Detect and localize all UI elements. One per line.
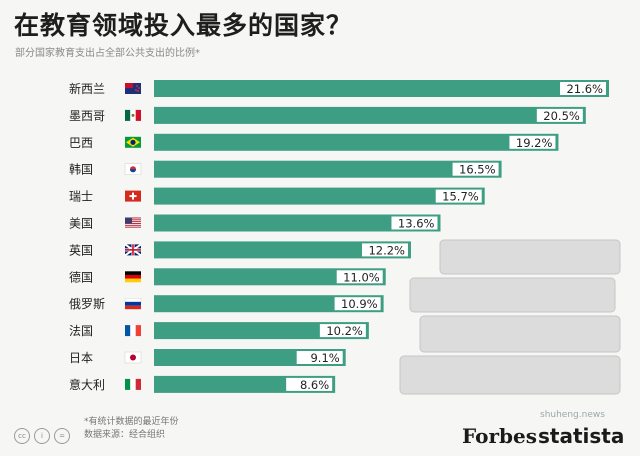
value-label: 12.2% — [368, 243, 405, 257]
germany-flag-icon — [125, 271, 141, 283]
value-label-box — [435, 189, 482, 203]
bar — [154, 295, 384, 313]
value-label: 11.0% — [343, 270, 380, 284]
watermark: shuheng.news — [540, 410, 605, 420]
category-label: 墨西哥 — [69, 109, 105, 123]
japan-flag-icon — [124, 351, 142, 364]
category-label: 日本 — [69, 351, 93, 365]
value-label: 19.2% — [516, 136, 553, 150]
bar — [154, 214, 441, 232]
value-label-box — [560, 82, 606, 95]
bar — [154, 80, 609, 97]
cc-icon: cc — [14, 428, 30, 444]
bar — [154, 160, 502, 178]
category-label: 瑞士 — [69, 190, 93, 204]
license-icons: cc i = — [14, 428, 70, 444]
category-label: 法国 — [69, 324, 93, 338]
book-shape — [409, 277, 616, 313]
book-shape — [399, 355, 621, 395]
bar — [154, 133, 559, 151]
new-zealand-flag-icon — [125, 83, 141, 94]
books-illustration — [399, 239, 621, 395]
equal-icon: = — [54, 428, 70, 444]
value-label-box — [361, 243, 408, 257]
value-label-box — [536, 108, 583, 122]
italy-flag-icon — [125, 378, 141, 390]
category-label: 英国 — [69, 243, 93, 257]
book-shape — [419, 315, 621, 353]
value-label: 8.6% — [300, 378, 329, 392]
russia-flag-icon — [124, 298, 142, 310]
value-label: 20.5% — [543, 109, 580, 123]
value-label-box — [509, 135, 556, 149]
bar — [154, 106, 586, 124]
category-label: 美国 — [69, 217, 93, 231]
value-label-box — [452, 162, 499, 176]
forbes-logo: Forbes — [462, 424, 537, 448]
value-label: 9.1% — [310, 351, 339, 365]
category-label: 韩国 — [69, 162, 93, 177]
bar — [154, 268, 386, 286]
value-label-box — [336, 270, 383, 284]
category-label: 意大利 — [69, 377, 105, 392]
brazil-flag-icon — [125, 136, 141, 148]
value-label-box — [334, 297, 381, 311]
bar — [154, 187, 485, 205]
france-flag-icon — [125, 325, 141, 337]
book-shape — [439, 239, 621, 275]
category-label: 巴西 — [69, 136, 93, 150]
statista-logo: statista — [538, 424, 625, 448]
bar — [154, 322, 369, 340]
value-label: 13.6% — [398, 217, 435, 231]
category-label: 新西兰 — [69, 81, 105, 96]
value-label-box — [296, 351, 343, 364]
category-label: 德国 — [69, 269, 93, 284]
value-label: 15.7% — [442, 190, 479, 204]
value-label: 16.5% — [459, 163, 496, 177]
value-label: 10.2% — [326, 324, 363, 338]
category-label: 俄罗斯 — [69, 297, 105, 311]
value-label-box — [391, 216, 438, 230]
value-label: 10.9% — [341, 297, 378, 311]
value-label-box — [319, 324, 366, 338]
footnote-source: 数据来源：经合组织 — [84, 430, 166, 440]
bar — [154, 241, 411, 259]
usa-flag-icon — [125, 217, 141, 228]
footnote-recent-year: *有统计数据的最近年份 — [84, 417, 179, 427]
uk-flag-icon — [124, 243, 142, 257]
switzerland-flag-icon — [125, 190, 141, 202]
chart-subtitle: 部分国家教育支出占全部公共支出的比例* — [15, 48, 200, 59]
footnote: *有统计数据的最近年份 数据来源：经合组织 — [84, 416, 179, 442]
value-label-box — [286, 377, 333, 391]
mexico-flag-icon — [125, 109, 141, 121]
attribution-icon: i — [34, 428, 50, 444]
value-label: 21.6% — [566, 82, 603, 96]
chart-title: 在教育领域投入最多的国家？ — [14, 11, 353, 40]
south-korea-flag-icon — [124, 163, 142, 175]
